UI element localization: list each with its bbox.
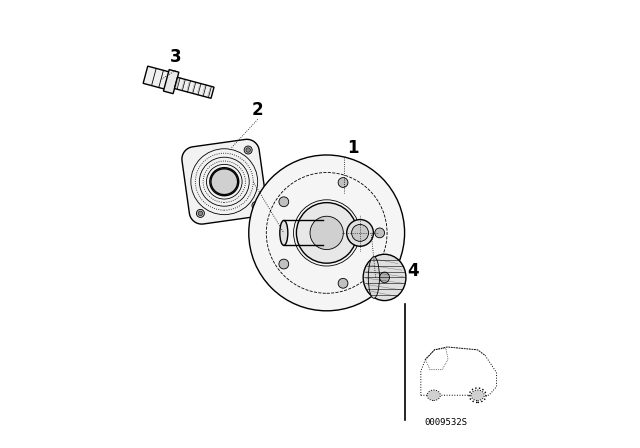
Polygon shape [163,69,179,94]
Ellipse shape [338,177,348,187]
Ellipse shape [246,148,250,152]
Ellipse shape [310,216,343,250]
Ellipse shape [368,257,380,298]
Polygon shape [175,78,214,98]
Text: 4: 4 [408,262,419,280]
Ellipse shape [351,224,369,241]
Polygon shape [143,66,172,90]
Ellipse shape [249,155,404,311]
Ellipse shape [347,220,373,246]
Ellipse shape [280,220,288,246]
Text: 1: 1 [348,139,359,157]
Ellipse shape [380,272,390,283]
Ellipse shape [375,228,385,238]
Ellipse shape [198,211,203,215]
Ellipse shape [279,197,289,207]
Ellipse shape [211,169,237,194]
Ellipse shape [196,209,204,217]
Ellipse shape [338,278,348,288]
Ellipse shape [427,390,440,401]
Text: 2: 2 [252,101,264,120]
Ellipse shape [252,202,260,210]
Ellipse shape [253,203,258,208]
Text: 3: 3 [170,48,181,66]
Ellipse shape [363,254,406,301]
Ellipse shape [244,146,252,154]
Text: 0009532S: 0009532S [424,418,468,426]
Polygon shape [182,139,267,224]
Ellipse shape [471,390,484,401]
Ellipse shape [279,259,289,269]
Ellipse shape [296,202,357,263]
